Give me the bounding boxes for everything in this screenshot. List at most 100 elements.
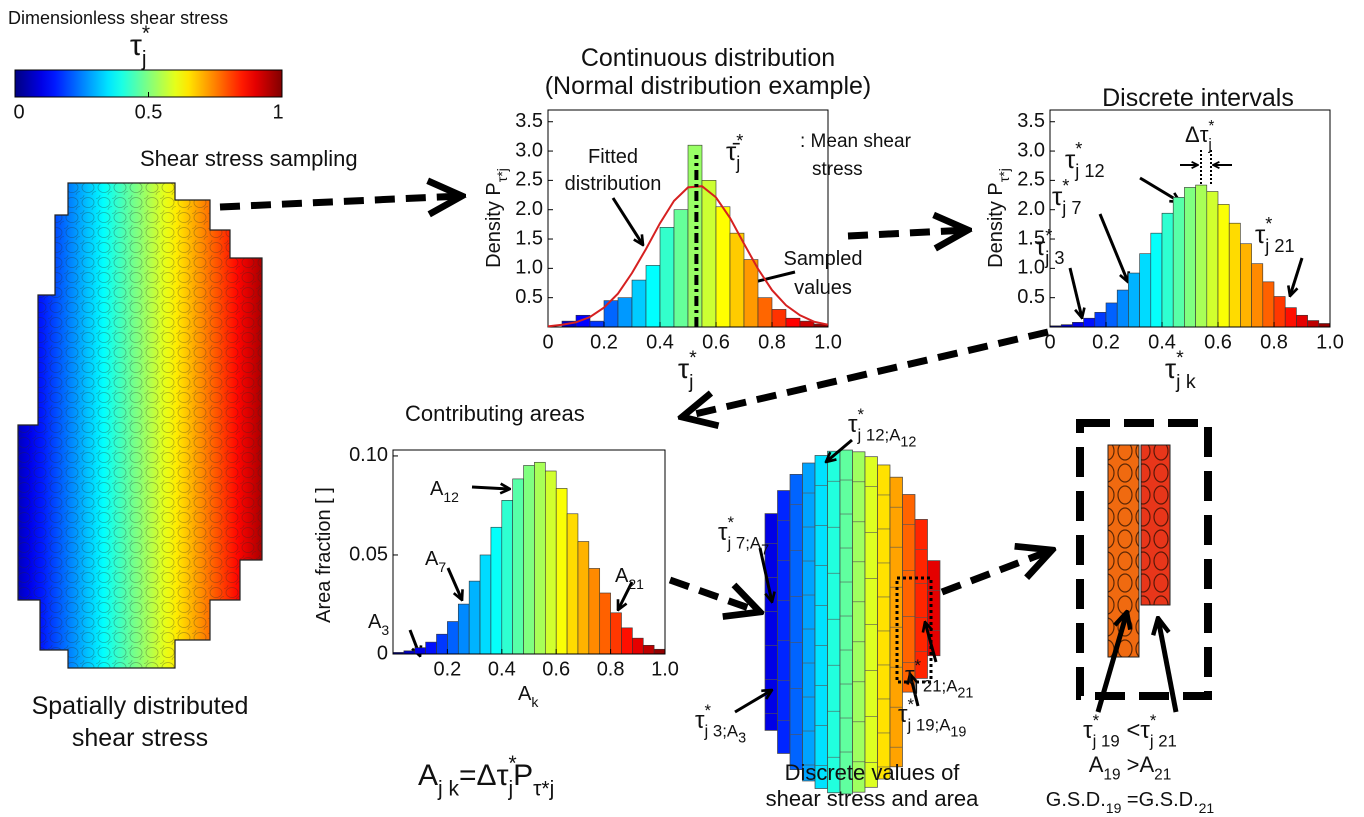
x-tick-label: 1.0 xyxy=(814,331,842,353)
bar xyxy=(771,309,787,328)
bar xyxy=(1296,314,1308,328)
colorbar-tick-label: 0.5 xyxy=(135,101,163,123)
label-part: j xyxy=(1207,137,1211,154)
flow-arrow xyxy=(219,196,462,207)
label: τ* j 21;A21 xyxy=(905,656,973,701)
label: A21 xyxy=(615,565,644,592)
bar xyxy=(599,592,611,655)
label-part: j 3 xyxy=(1044,248,1064,268)
bar xyxy=(1072,322,1084,328)
bar xyxy=(577,541,590,655)
bar xyxy=(659,226,675,328)
bar xyxy=(436,633,448,655)
label-part: j k xyxy=(437,778,460,801)
label: Continuous distribution xyxy=(581,44,835,72)
label-part: A xyxy=(418,759,438,792)
bar xyxy=(1318,323,1331,328)
label-part: 21 xyxy=(628,576,644,592)
label-part: 21 xyxy=(1154,767,1171,784)
label-part: j xyxy=(507,778,513,801)
label-part: j 7 xyxy=(1061,198,1081,218)
label-part: j 19 xyxy=(1092,731,1120,750)
x-tick-label: 0 xyxy=(1044,331,1055,353)
bar xyxy=(1206,191,1219,328)
label-part: * xyxy=(907,695,914,714)
pointer xyxy=(826,438,853,462)
bar xyxy=(1195,184,1208,328)
label-part: A xyxy=(430,478,444,500)
label-part: τ xyxy=(1083,717,1093,744)
label: Fitted xyxy=(588,146,638,168)
label: τ* j 7;A7 xyxy=(718,513,769,558)
bar xyxy=(729,232,745,328)
label: Density Pτ*j xyxy=(483,168,510,268)
bar xyxy=(1284,307,1297,328)
label-part: * xyxy=(727,513,734,532)
label-part: 3 xyxy=(381,622,389,638)
x-tick-label: 0.6 xyxy=(1204,331,1232,353)
x-tick-label: 0.6 xyxy=(542,658,570,680)
bar xyxy=(566,513,579,655)
label-part: j 7;A xyxy=(726,533,761,552)
x-tick-label: 0.8 xyxy=(1260,331,1288,353)
y-tick-label: 0.5 xyxy=(1017,286,1045,308)
label: Spatially distributed xyxy=(32,692,249,720)
label-part: * xyxy=(1093,711,1100,730)
label: τ* j 19 <τ* j 21 xyxy=(1083,711,1177,750)
label-part: * xyxy=(736,131,743,151)
label-part: A xyxy=(1089,752,1104,777)
label-part: τ xyxy=(130,29,142,62)
y-tick-label: 2.5 xyxy=(515,169,543,191)
label-part: * xyxy=(1062,176,1069,196)
label: Shear stress sampling xyxy=(140,146,358,171)
label-part: j 21 xyxy=(1149,731,1177,750)
discrete-column xyxy=(777,490,791,754)
label: τ* j 21 xyxy=(1255,214,1295,256)
delta-guides xyxy=(1200,150,1212,186)
bar xyxy=(512,478,524,655)
label-part: j 12;A xyxy=(856,425,901,444)
y-tick-label: 2.0 xyxy=(1017,198,1045,220)
flow-arrow xyxy=(682,328,1049,417)
label: Density Pτ*j xyxy=(985,168,1012,268)
bar xyxy=(621,627,633,655)
pointer xyxy=(758,547,772,602)
label-part: G.S.D. xyxy=(1046,789,1106,811)
bar xyxy=(743,259,759,328)
bar xyxy=(632,637,644,655)
x-tick-label: 0 xyxy=(542,331,553,353)
pointer xyxy=(446,567,462,600)
bar xyxy=(617,297,633,328)
label-part: τ xyxy=(1255,219,1266,249)
pointer xyxy=(611,197,643,245)
bar xyxy=(1116,289,1129,328)
x-tick-label: 0.4 xyxy=(1148,331,1176,353)
label-part: 19 xyxy=(1103,767,1120,784)
label: A19 >A21 xyxy=(1089,752,1172,784)
label-part: * xyxy=(914,656,921,675)
bar xyxy=(589,320,605,328)
label: : Mean shear xyxy=(800,131,912,152)
zoom-box xyxy=(1076,419,1212,700)
label-part: * xyxy=(508,752,516,775)
label-part: τ*j xyxy=(533,778,554,801)
label-part: 7 xyxy=(438,559,446,575)
pointer xyxy=(1290,257,1304,296)
x-tick-label: 0.2 xyxy=(590,331,618,353)
label-part: Δτ xyxy=(1185,122,1209,147)
zoom-texture xyxy=(1141,445,1170,605)
bar xyxy=(1172,197,1185,328)
label: Contributing areas xyxy=(405,401,585,426)
bar xyxy=(631,279,647,328)
label-part: j 19;A xyxy=(906,715,951,734)
bar xyxy=(673,209,689,328)
label: τ* j 7 xyxy=(1052,176,1082,218)
label-part: k xyxy=(531,694,539,710)
label-part: A xyxy=(615,565,629,587)
pointer xyxy=(1158,618,1179,713)
discrete-column xyxy=(864,456,878,788)
label-part: 19 xyxy=(950,724,966,740)
discrete-column xyxy=(852,451,866,793)
discrete-column xyxy=(877,464,891,780)
bar xyxy=(1139,253,1152,328)
